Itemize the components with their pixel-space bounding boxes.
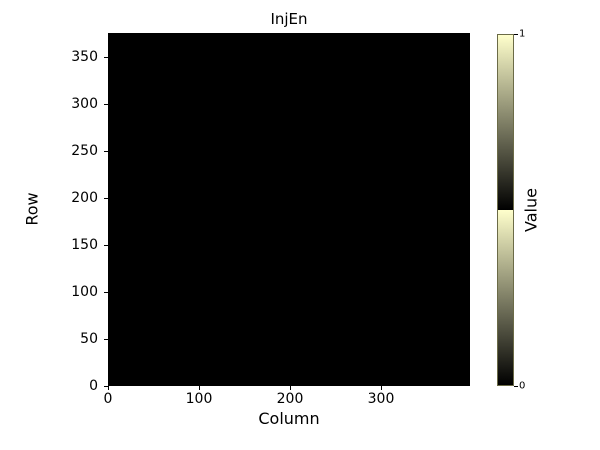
ytick-label: 0 [89, 378, 98, 394]
ytick-label: 50 [80, 331, 98, 347]
ytick-mark [104, 57, 108, 58]
colorbar-label: Value [521, 188, 541, 232]
page-title: InjEn [270, 10, 308, 28]
x-axis-label: Column [258, 409, 320, 428]
heatmap-axes[interactable] [108, 33, 470, 386]
ytick-label: 200 [71, 190, 98, 206]
colorbar-tick-label: 0 [519, 380, 526, 392]
colorbar-tick-mark [514, 34, 518, 35]
colorbar-tick-mark [514, 386, 518, 387]
xtick-label: 200 [276, 391, 304, 407]
xtick-label: 0 [103, 391, 113, 407]
ytick-mark [104, 104, 108, 105]
xtick-label: 300 [367, 391, 395, 407]
ytick-mark [104, 198, 108, 199]
ytick-mark [104, 339, 108, 340]
xtick-mark [108, 386, 109, 390]
ytick-label: 150 [71, 237, 98, 253]
ytick-mark [104, 245, 108, 246]
heatmap-image [108, 33, 470, 386]
xtick-mark [290, 386, 291, 390]
ytick-mark [104, 151, 108, 152]
colorbar[interactable] [497, 34, 514, 386]
ytick-label: 100 [71, 284, 98, 300]
xtick-mark [381, 386, 382, 390]
ytick-mark [104, 386, 108, 387]
ytick-mark [104, 292, 108, 293]
y-axis-label: Row [22, 192, 42, 226]
ytick-label: 300 [71, 96, 98, 112]
xtick-label: 100 [185, 391, 213, 407]
ytick-label: 250 [71, 143, 98, 159]
colorbar-tick-label: 1 [519, 28, 526, 40]
xtick-mark [199, 386, 200, 390]
ytick-label: 350 [71, 49, 98, 65]
colorbar-gradient [498, 35, 513, 385]
